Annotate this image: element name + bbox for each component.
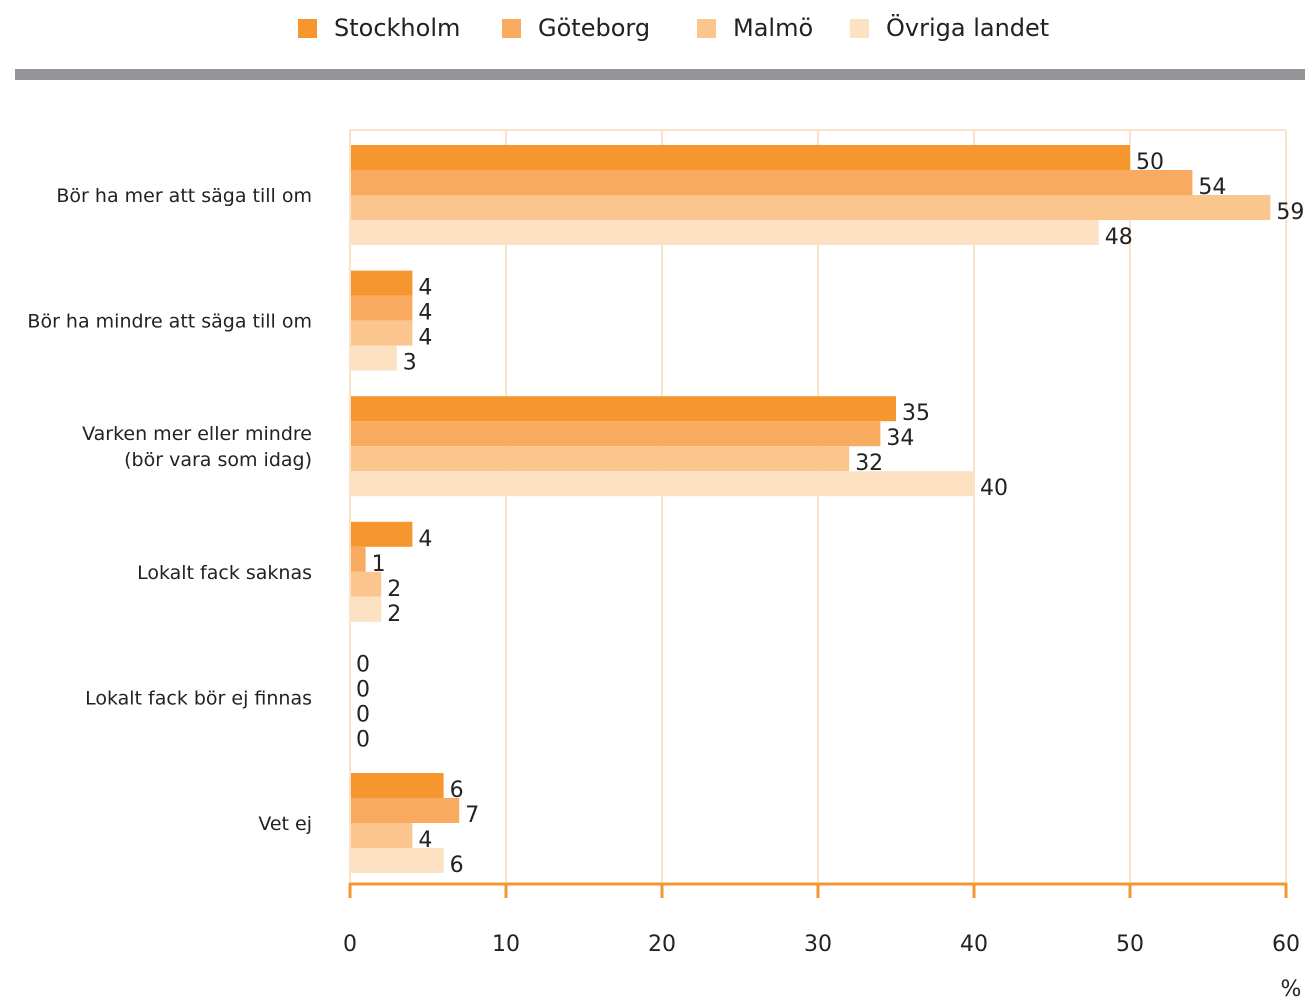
value-label-4-3: 2	[387, 577, 401, 602]
bar-3-2	[350, 421, 881, 447]
bar-2-4	[350, 345, 397, 371]
bar-4-3	[350, 571, 382, 597]
x-tick-label-20: 20	[648, 932, 676, 957]
bar-2-2	[350, 295, 413, 321]
category-label-5: Lokalt fack bör ej finnas	[85, 687, 312, 709]
legend-swatch-1	[298, 18, 317, 38]
value-label-6-4: 6	[450, 853, 464, 878]
legend-label-4: Övriga landet	[886, 14, 1050, 42]
value-label-5-2: 0	[356, 677, 370, 702]
legend-item-3: Malmö	[697, 12, 813, 44]
category-label-2: Bör ha mindre att säga till om	[27, 311, 312, 333]
x-unit-label: %	[1281, 977, 1302, 1000]
bar-1-2	[350, 170, 1193, 195]
x-tick-label-10: 10	[492, 932, 520, 957]
value-label-4-2: 1	[372, 552, 386, 577]
bar-1-3	[350, 195, 1271, 220]
value-label-1-4: 48	[1105, 225, 1133, 250]
value-label-6-1: 6	[450, 778, 464, 803]
value-label-4-4: 2	[387, 602, 401, 627]
legend-item-2: Göteborg	[502, 12, 650, 44]
value-label-2-4: 3	[403, 351, 417, 376]
legend-label-2: Göteborg	[538, 14, 651, 42]
x-tick-label-30: 30	[804, 932, 832, 957]
legend-item-4: Övriga landet	[850, 12, 1049, 44]
category-label-6: Vet ej	[258, 813, 312, 835]
legend-label-3: Malmö	[733, 14, 814, 42]
value-label-6-2: 7	[465, 803, 479, 828]
x-tick-label-60: 60	[1272, 932, 1300, 957]
legend-swatch-3	[697, 18, 716, 38]
bar-6-3	[350, 823, 413, 848]
bar-3-1	[350, 396, 896, 422]
category-label-3-line-2: (bör vara som idag)	[124, 449, 312, 471]
x-tick-label-50: 50	[1116, 932, 1144, 957]
category-label-1: Bör ha mer att säga till om	[56, 185, 312, 207]
value-label-4-1: 4	[418, 527, 432, 552]
value-label-5-3: 0	[356, 702, 370, 727]
x-tick-label-0: 0	[343, 932, 357, 957]
legend-swatch-2	[502, 18, 521, 38]
value-label-2-1: 4	[418, 276, 432, 301]
legend-label-1: Stockholm	[334, 14, 461, 42]
bar-6-4	[350, 848, 444, 873]
bar-1-1	[350, 145, 1130, 170]
bar-6-2	[350, 798, 460, 823]
bar-3-4	[350, 471, 974, 497]
bar-4-1	[350, 521, 413, 547]
value-label-6-3: 4	[418, 828, 432, 853]
category-label-4: Lokalt fack saknas	[137, 562, 312, 584]
legend-item-1: Stockholm	[298, 12, 460, 44]
value-label-5-4: 0	[356, 727, 370, 752]
value-label-3-1: 35	[902, 401, 930, 426]
bar-4-2	[350, 546, 366, 572]
legend: Stockholm Göteborg Malmö Övriga landet	[0, 0, 1305, 56]
value-label-2-3: 4	[418, 326, 432, 351]
bar-1-4	[350, 220, 1099, 245]
value-label-2-2: 4	[418, 301, 432, 326]
header-divider	[15, 69, 1305, 80]
bar-4-4	[350, 596, 382, 622]
value-label-3-4: 40	[980, 476, 1008, 501]
bar-6-1	[350, 773, 444, 798]
value-label-3-2: 34	[886, 426, 914, 451]
bar-2-3	[350, 320, 413, 346]
bar-2-1	[350, 270, 413, 296]
category-label-3-line-1: Varken mer eller mindre	[82, 423, 312, 445]
value-label-5-1: 0	[356, 652, 370, 677]
value-label-1-3: 59	[1276, 200, 1304, 225]
bar-3-3	[350, 446, 850, 472]
x-tick-label-40: 40	[960, 932, 988, 957]
legend-swatch-4	[850, 18, 869, 38]
